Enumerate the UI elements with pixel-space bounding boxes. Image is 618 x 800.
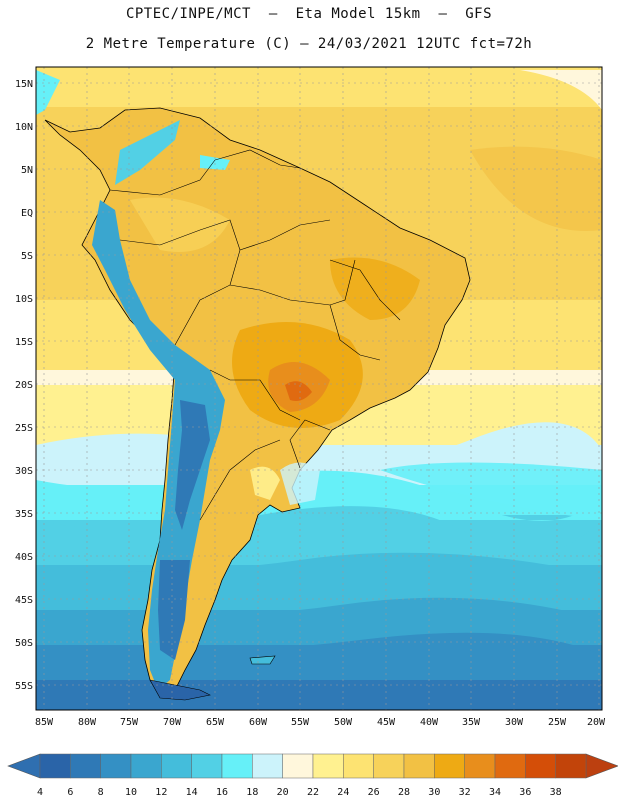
- lat-label: 50S: [15, 638, 33, 649]
- lat-label: 5N: [21, 165, 33, 176]
- legend-swatch: [282, 753, 314, 779]
- legend-swatch: [403, 753, 435, 779]
- legend-value-label: 8: [98, 787, 104, 798]
- legend-swatch: [39, 753, 71, 779]
- lat-label: 25S: [15, 423, 33, 434]
- latitude-axis: 15N 10N 5N EQ 5S 10S 15S 20S 25S 30S 35S…: [15, 79, 33, 692]
- legend-swatch: [191, 753, 223, 779]
- legend-arrow-left: [7, 753, 41, 779]
- legend-value-label: 36: [519, 787, 531, 798]
- title-model-line: CPTEC/INPE/MCT – Eta Model 15km – GFS: [125, 6, 493, 22]
- lon-label: 20W: [587, 717, 606, 728]
- lon-label: 75W: [120, 717, 139, 728]
- legend-swatch: [464, 753, 496, 779]
- legend-value-label: 22: [307, 787, 319, 798]
- color-legend: 4 6 8 10 12 14 16 18 20 22 24 26 28 30 32 34 36 38: [7, 753, 618, 798]
- lon-label: 55W: [291, 717, 310, 728]
- legend-value-label: 34: [489, 787, 501, 798]
- legend-swatch: [373, 753, 405, 779]
- lat-label: 30S: [15, 466, 33, 477]
- lat-label: 10N: [15, 122, 33, 133]
- lon-label: 65W: [206, 717, 225, 728]
- legend-swatch: [100, 753, 132, 779]
- legend-value-label: 6: [67, 787, 73, 798]
- temperature-field: [36, 67, 602, 710]
- title-field-line: 2 Metre Temperature (C) – 24/03/2021 12U…: [85, 36, 533, 52]
- lon-label: 85W: [35, 717, 54, 728]
- lon-label: 70W: [163, 717, 182, 728]
- legend-swatch: [525, 753, 556, 779]
- legend-value-label: 26: [368, 787, 380, 798]
- lat-label: 10S: [15, 294, 33, 305]
- lon-label: 80W: [78, 717, 97, 728]
- lat-label: 40S: [15, 552, 33, 563]
- legend-value-label: 30: [428, 787, 440, 798]
- legend-arrow-right: [585, 753, 618, 779]
- legend-swatch: [434, 753, 465, 779]
- legend-swatch: [343, 753, 374, 779]
- legend-value-label: 32: [459, 787, 471, 798]
- legend-value-label: 4: [37, 787, 43, 798]
- legend-swatch: [221, 753, 253, 779]
- lon-label: 25W: [548, 717, 567, 728]
- lat-label: 5S: [21, 251, 33, 262]
- legend-swatch: [130, 753, 162, 779]
- legend-value-label: 10: [125, 787, 137, 798]
- lat-label: 15N: [15, 79, 33, 90]
- legend-value-label: 14: [186, 787, 198, 798]
- lat-lon-grid: [36, 67, 602, 710]
- legend-swatch: [494, 753, 526, 779]
- legend-value-label: 24: [337, 787, 349, 798]
- legend-swatch: [252, 753, 283, 779]
- lat-label: 35S: [15, 509, 33, 520]
- legend-swatch: [555, 753, 587, 779]
- legend-swatch: [312, 753, 344, 779]
- legend-swatch: [70, 753, 101, 779]
- legend-value-label: 16: [216, 787, 228, 798]
- lon-label: 60W: [249, 717, 268, 728]
- longitude-axis: 85W 80W 75W 70W 65W 60W 55W 50W 45W 40W …: [35, 717, 606, 728]
- lat-label: 45S: [15, 595, 33, 606]
- lat-label: 55S: [15, 681, 33, 692]
- legend-value-label: 20: [277, 787, 289, 798]
- lat-label: 15S: [15, 337, 33, 348]
- legend-value-label: 12: [155, 787, 167, 798]
- legend-value-label: 28: [398, 787, 410, 798]
- lon-label: 45W: [377, 717, 396, 728]
- legend-swatch: [161, 753, 192, 779]
- lon-label: 30W: [505, 717, 524, 728]
- map-frame: [35, 66, 603, 711]
- lat-label: 20S: [15, 380, 33, 391]
- lon-label: 40W: [420, 717, 439, 728]
- lat-label: EQ: [21, 208, 33, 219]
- legend-value-label: 38: [550, 787, 562, 798]
- lon-label: 50W: [334, 717, 353, 728]
- lon-label: 35W: [462, 717, 481, 728]
- legend-value-label: 18: [246, 787, 258, 798]
